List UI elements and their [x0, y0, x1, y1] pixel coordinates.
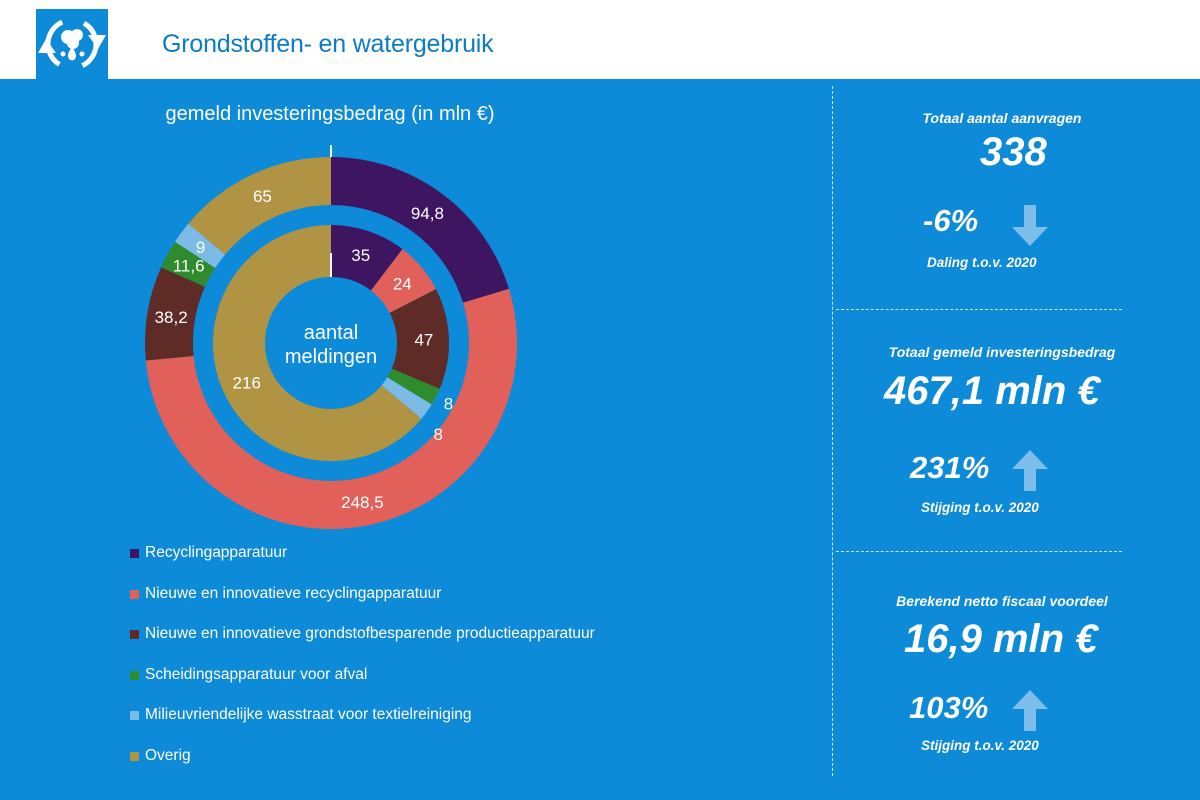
arrow-down-icon — [1012, 205, 1048, 246]
outer-slice-4 — [161, 241, 216, 287]
outer-slice-label: 94,8 — [411, 204, 444, 223]
kpi-investment-change-text: Stijging t.o.v. 2020 — [921, 500, 1039, 515]
legend-item: Milieuvriendelijke wasstraat voor textie… — [130, 705, 595, 746]
inner-slice-label: 35 — [351, 246, 370, 265]
outer-slice-label: 248,5 — [341, 493, 384, 512]
kpi-benefit-label: Berekend netto fiscaal voordeel — [896, 593, 1108, 609]
inner-slice-3 — [389, 289, 449, 389]
outer-slice-5 — [174, 223, 226, 268]
legend-item: Overig — [130, 746, 595, 787]
legend-label: Overig — [145, 746, 191, 764]
outer-slice-label: 11,6 — [173, 257, 205, 276]
inner-slice-label: 216 — [233, 373, 261, 392]
outer-slice-2 — [145, 288, 517, 529]
kpi-investment-label: Totaal gemeld investeringsbedrag — [888, 344, 1116, 360]
donut-chart: 94,8 248,5 38,2 11,69 65 35 24 47 88 216 aantal mel… — [145, 145, 517, 529]
legend-swatch — [130, 549, 139, 558]
kpi-benefit-change: 103% — [909, 690, 989, 725]
outer-slice-1 — [331, 157, 509, 303]
legend-label: Nieuwe en innovatieve grondstofbesparend… — [145, 625, 595, 643]
inner-slice-1 — [331, 225, 403, 291]
inner-slice-5 — [381, 377, 432, 419]
kpi-separator — [836, 309, 1122, 310]
kpi-requests-change-text: Daling t.o.v. 2020 — [927, 255, 1037, 270]
donut-center-label: aantal meldingen — [285, 322, 377, 368]
legend-swatch — [130, 630, 139, 640]
arrow-up-icon — [1012, 690, 1048, 731]
kpi-separator — [836, 551, 1122, 552]
chart-legend: Recyclingapparatuur Nieuwe en innovatieve… — [130, 543, 595, 787]
legend-item: Nieuwe en innovatieve grondstofbesparend… — [130, 624, 595, 665]
legend-swatch — [130, 589, 139, 599]
outer-slice-6 — [188, 157, 331, 255]
legend-label: Nieuwe en innovatieve recyclingapparatuu… — [145, 584, 442, 602]
inner-slice-4 — [387, 368, 440, 405]
legend-swatch — [130, 711, 139, 721]
arrow-up-icon — [1012, 450, 1048, 491]
kpi-requests-label: Totaal aantal aanvragen — [922, 110, 1082, 126]
inner-slice-label: 24 — [393, 274, 412, 293]
outer-slice-label: 65 — [253, 187, 272, 206]
recycle-water-icon — [36, 9, 108, 79]
kpi-investment-change: 231% — [910, 450, 990, 485]
inner-slice-6 — [212, 225, 422, 461]
outer-slice-3 — [145, 267, 205, 361]
kpi-benefit-value: 16,9 mln € — [904, 617, 1098, 661]
legend-item: Scheidingsapparatuur voor afval — [130, 665, 595, 706]
page-title: Grondstoffen- en watergebruik — [162, 30, 494, 58]
inner-slice-label: 8 — [433, 425, 442, 444]
inner-slice-label: 8 — [444, 394, 453, 413]
legend-swatch — [130, 751, 139, 761]
outer-slice-label: 9 — [196, 238, 205, 257]
legend-label: Scheidingsapparatuur voor afval — [145, 665, 368, 683]
kpi-divider — [832, 86, 833, 776]
kpi-requests-value: 338 — [980, 130, 1047, 174]
legend-swatch — [130, 670, 139, 680]
kpi-investment-value: 467,1 mln € — [884, 369, 1100, 413]
legend-label: Recyclingapparatuur — [145, 544, 288, 561]
legend-item: Recyclingapparatuur — [130, 543, 595, 584]
page-header: Grondstoffen- en watergebruik — [0, 0, 1200, 79]
donut-chart-area: 94,8 248,5 38,2 11,6 9 65 35 24 47 8 8 216 aantal mel… — [0, 79, 820, 800]
legend-item: Nieuwe en innovatieve recyclingapparatuu… — [130, 584, 595, 625]
kpi-benefit-change-text: Stijging t.o.v. 2020 — [921, 738, 1039, 753]
inner-slice-2 — [370, 249, 436, 313]
kpi-requests-change: -6% — [923, 203, 979, 238]
legend-label: Milieuvriendelijke wasstraat voor textie… — [145, 706, 472, 724]
outer-slice-label: 38,2 — [155, 308, 188, 327]
chart-title: gemeld investeringsbedrag (in mln €) — [165, 103, 495, 125]
inner-slice-label: 47 — [414, 331, 433, 350]
